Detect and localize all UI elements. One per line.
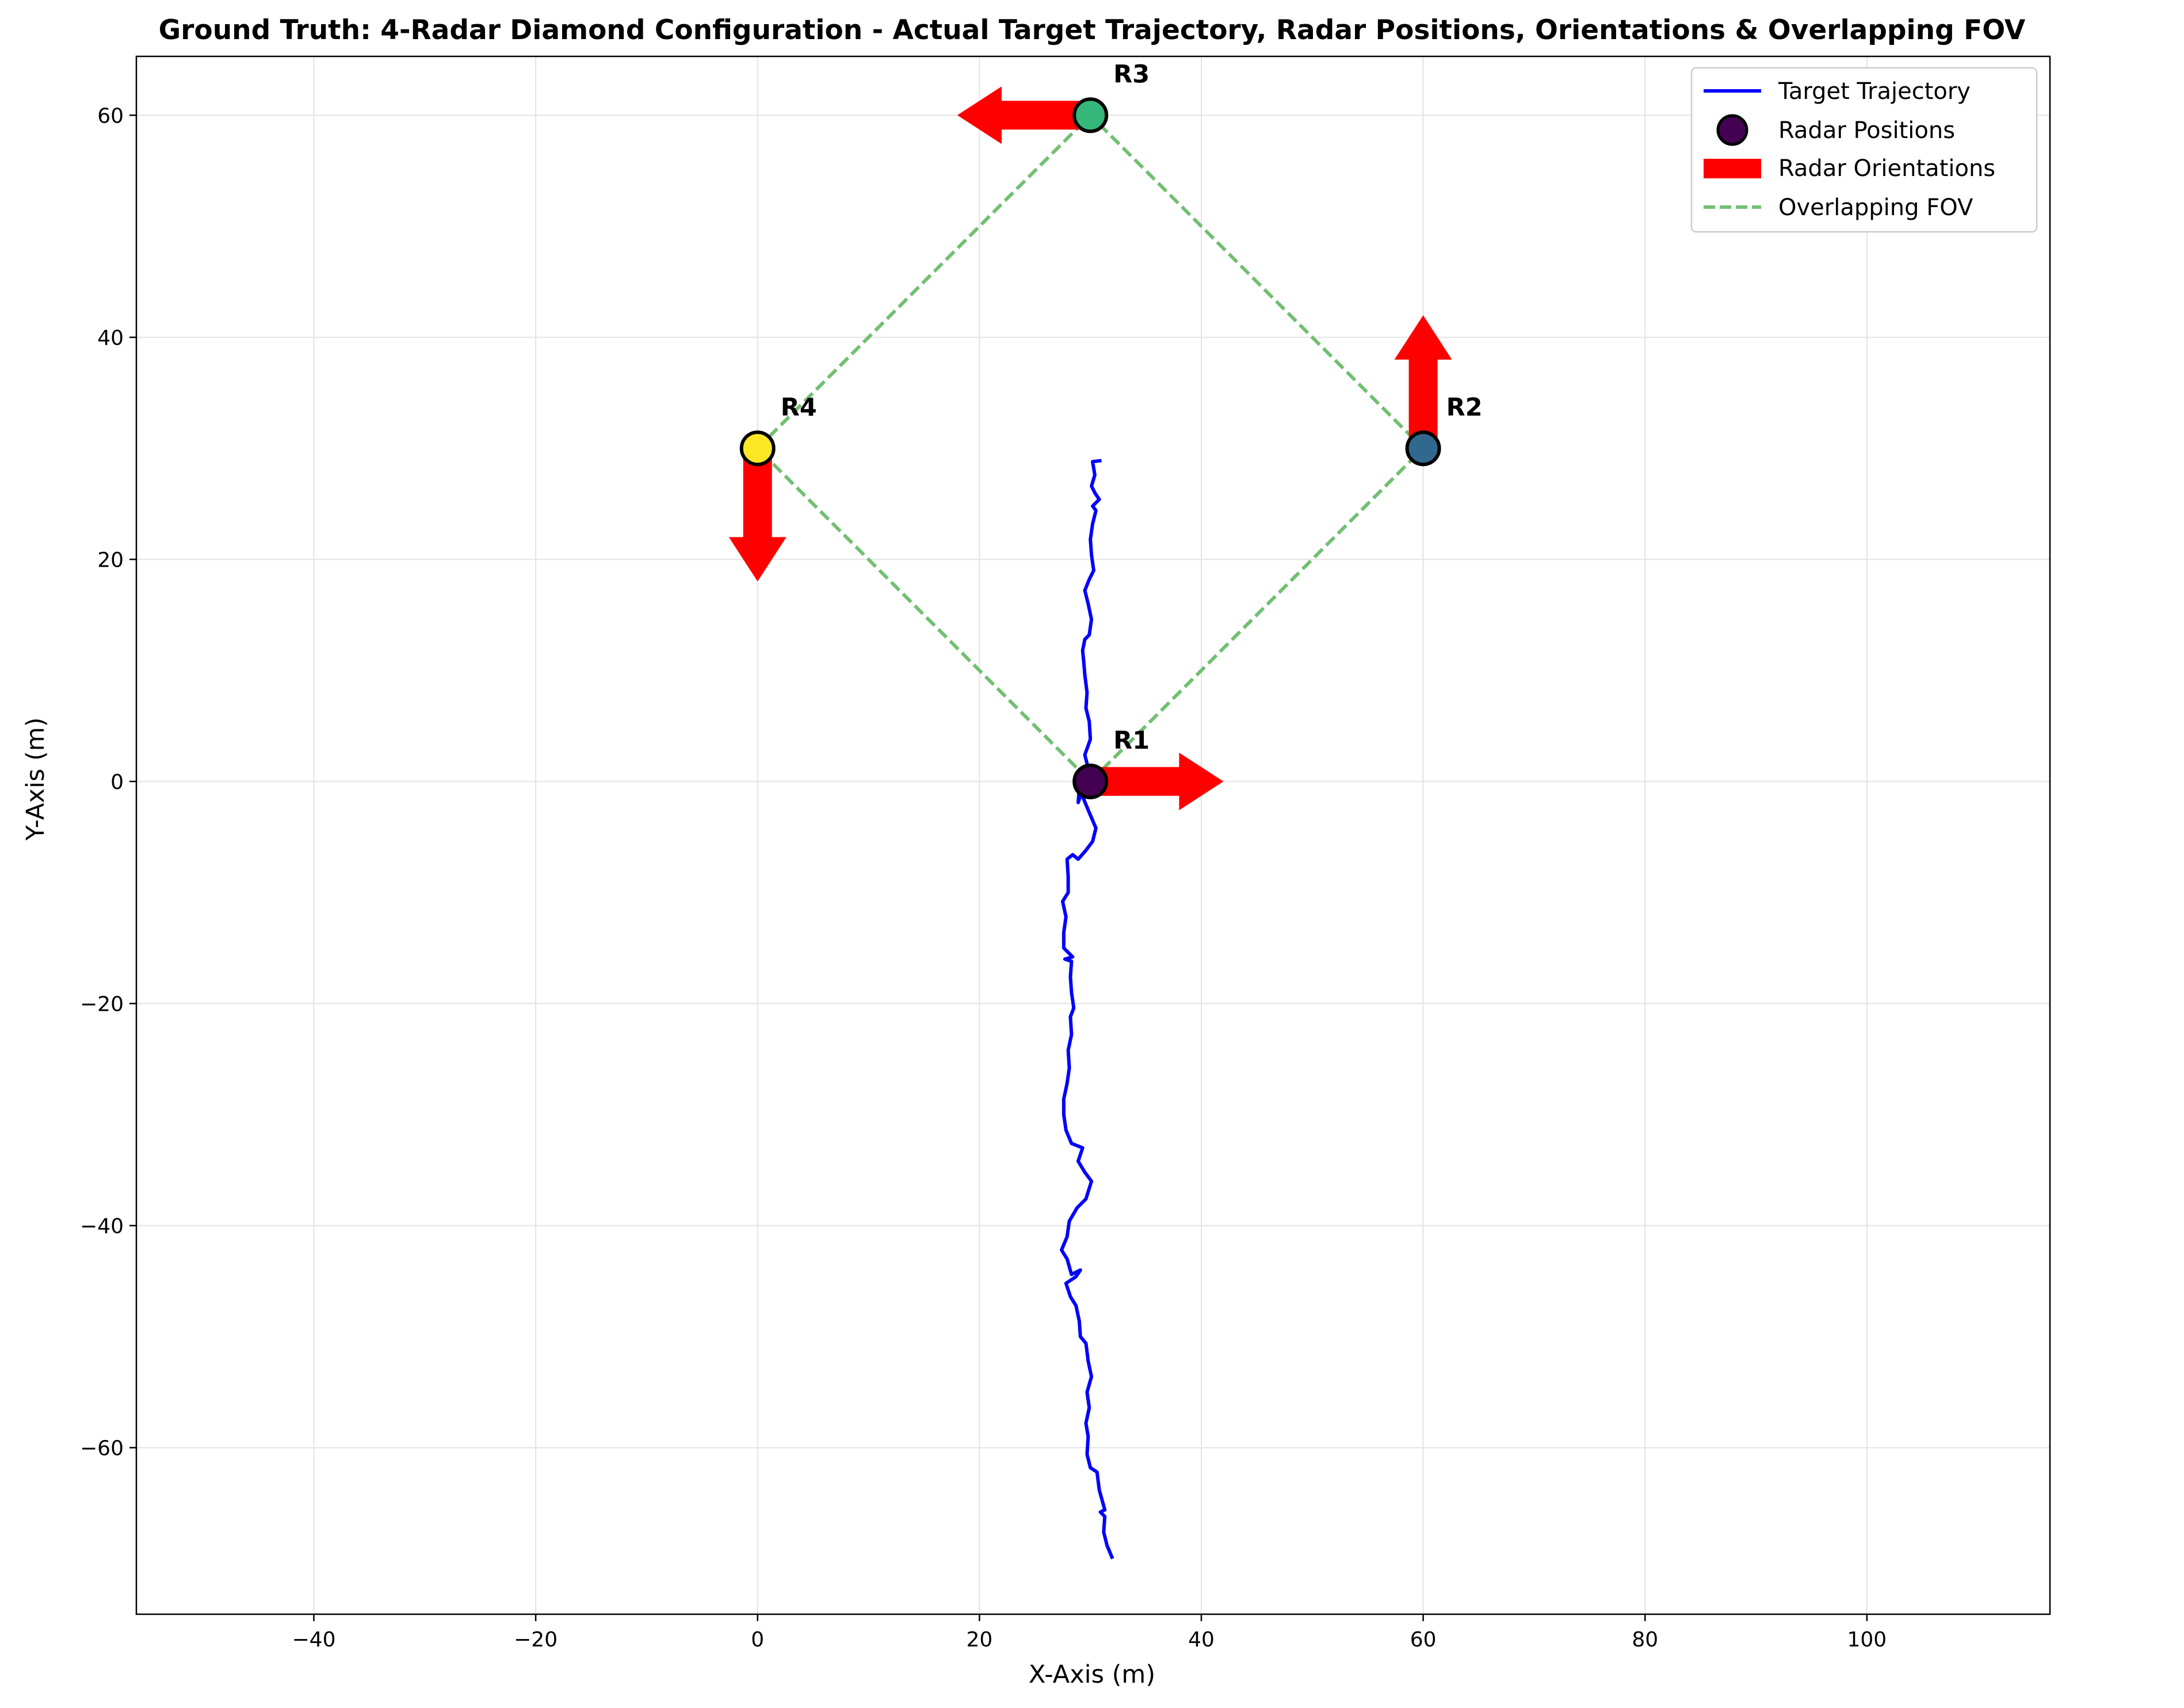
x-axis-label: X-Axis (m): [1029, 1660, 1155, 1689]
radar-positions: R1 R2 R3 R4: [739, 60, 1483, 800]
x-tick-label: 40: [1188, 1628, 1215, 1652]
legend-patch-icon: [1704, 159, 1761, 178]
x-tick-label: −40: [292, 1628, 336, 1652]
y-tick-label: −40: [80, 1214, 124, 1238]
trajectory-line: [1060, 458, 1114, 1560]
legend-marker-icon: [1716, 114, 1748, 146]
legend-label-fov: Overlapping FOV: [1778, 194, 1973, 221]
legend: Target Trajectory Radar Positions Radar …: [1690, 67, 2038, 233]
y-tick-label: 60: [97, 104, 124, 128]
radar-marker-r2: [1405, 430, 1441, 467]
plot-area-frame: [135, 55, 2051, 1615]
target-trajectory: [1060, 458, 1114, 1560]
y-axis-label: Y-Axis (m): [21, 717, 50, 841]
orientation-arrow-r3: [957, 86, 1091, 144]
x-tick-label: 20: [966, 1628, 992, 1652]
y-tick-label: 0: [110, 770, 124, 794]
legend-box: [1690, 67, 2038, 233]
radar-label-r1: R1: [1113, 726, 1150, 755]
radar-orientations: [728, 86, 1452, 811]
radar-marker-r1: [1072, 763, 1109, 800]
x-tick-label: −20: [514, 1628, 558, 1652]
radar-label-r3: R3: [1113, 60, 1150, 89]
radar-marker-r3: [1072, 97, 1109, 133]
legend-label-trajectory: Target Trajectory: [1778, 78, 1971, 105]
y-tick-label: −60: [80, 1436, 124, 1460]
y-tick-label: −20: [80, 992, 124, 1016]
orientation-arrow-r2: [1394, 315, 1452, 449]
radar-label-r2: R2: [1446, 393, 1483, 422]
legend-label-radar-orientations: Radar Orientations: [1778, 155, 1995, 182]
orientation-arrow-r1: [1090, 752, 1224, 811]
x-tick-label: 100: [1847, 1628, 1887, 1652]
chart-title: Ground Truth: 4-Radar Diamond Configurat…: [159, 14, 2026, 46]
x-tick-label: 60: [1410, 1628, 1437, 1652]
radar-marker-r4: [739, 430, 776, 467]
y-tick-label: 40: [97, 326, 124, 350]
x-axis-ticks: −40 −20 0 20 40 60 80 100: [292, 1614, 1887, 1652]
x-tick-label: 0: [751, 1628, 764, 1652]
radar-label-r4: R4: [781, 393, 817, 422]
orientation-arrow-r4: [728, 448, 786, 582]
legend-label-radar-positions: Radar Positions: [1778, 117, 1955, 144]
y-axis-ticks: −60 −40 −20 0 20 40 60: [80, 104, 136, 1460]
x-tick-label: 80: [1632, 1628, 1658, 1652]
y-tick-label: 20: [97, 548, 124, 572]
